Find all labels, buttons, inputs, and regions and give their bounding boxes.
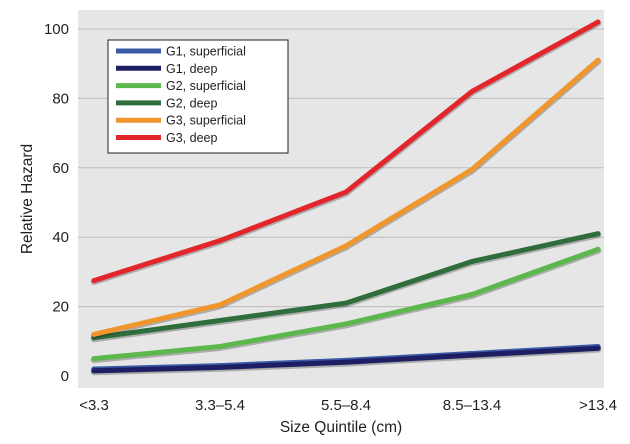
data-point xyxy=(469,291,475,297)
data-point xyxy=(595,345,601,351)
series-5 xyxy=(90,19,602,286)
data-point xyxy=(469,258,475,264)
x-tick-label: 5.5–8.4 xyxy=(321,397,371,414)
y-axis-title: Relative Hazard xyxy=(19,144,36,254)
x-axis: <3.3 3.3–5.4 5.5–8.4 8.5–13.4 >13.4 xyxy=(79,397,617,414)
data-point xyxy=(469,88,475,94)
data-point xyxy=(343,300,349,306)
data-point xyxy=(469,167,475,173)
data-point xyxy=(469,352,475,358)
data-point xyxy=(343,243,349,249)
data-point xyxy=(91,356,97,362)
legend-label: G2, deep xyxy=(166,96,217,110)
legend-label: G1, superficial xyxy=(166,45,246,59)
legend-box xyxy=(107,39,289,154)
x-axis-title: Size Quintile (cm) xyxy=(280,419,402,436)
data-point xyxy=(91,368,97,374)
y-axis: 0 20 40 60 80 100 xyxy=(44,21,69,385)
x-tick-label: 3.3–5.4 xyxy=(195,397,245,414)
data-point xyxy=(217,364,223,370)
legend-label: G1, deep xyxy=(166,62,217,76)
y-tick-label: 100 xyxy=(44,21,69,38)
data-point xyxy=(595,231,601,237)
data-point xyxy=(217,238,223,244)
data-point xyxy=(91,278,97,284)
data-point xyxy=(217,344,223,350)
data-point xyxy=(343,321,349,327)
data-point xyxy=(595,19,601,25)
y-tick-label: 60 xyxy=(52,160,69,177)
data-point xyxy=(595,57,601,63)
y-tick-label: 20 xyxy=(52,299,69,316)
y-tick-label: 40 xyxy=(52,229,69,246)
x-tick-label: <3.3 xyxy=(79,397,109,414)
legend: G1, superficial G1, deep G2, superficial G2… xyxy=(107,39,289,154)
series-3 xyxy=(90,231,602,343)
legend-label: G3, superficial xyxy=(166,114,246,128)
series-1 xyxy=(90,345,602,376)
series-2 xyxy=(90,246,602,364)
series-4 xyxy=(90,57,602,339)
y-tick-label: 0 xyxy=(61,368,69,385)
data-point xyxy=(343,359,349,365)
y-tick-label: 80 xyxy=(52,90,69,107)
series-lines xyxy=(90,19,602,376)
data-point xyxy=(343,189,349,195)
data-point xyxy=(595,246,601,252)
legend-label: G3, deep xyxy=(166,131,217,145)
data-point xyxy=(217,317,223,323)
data-point xyxy=(91,331,97,337)
x-tick-label: >13.4 xyxy=(579,397,617,414)
x-tick-label: 8.5–13.4 xyxy=(443,397,501,414)
data-point xyxy=(217,302,223,308)
legend-label: G2, superficial xyxy=(166,79,246,93)
